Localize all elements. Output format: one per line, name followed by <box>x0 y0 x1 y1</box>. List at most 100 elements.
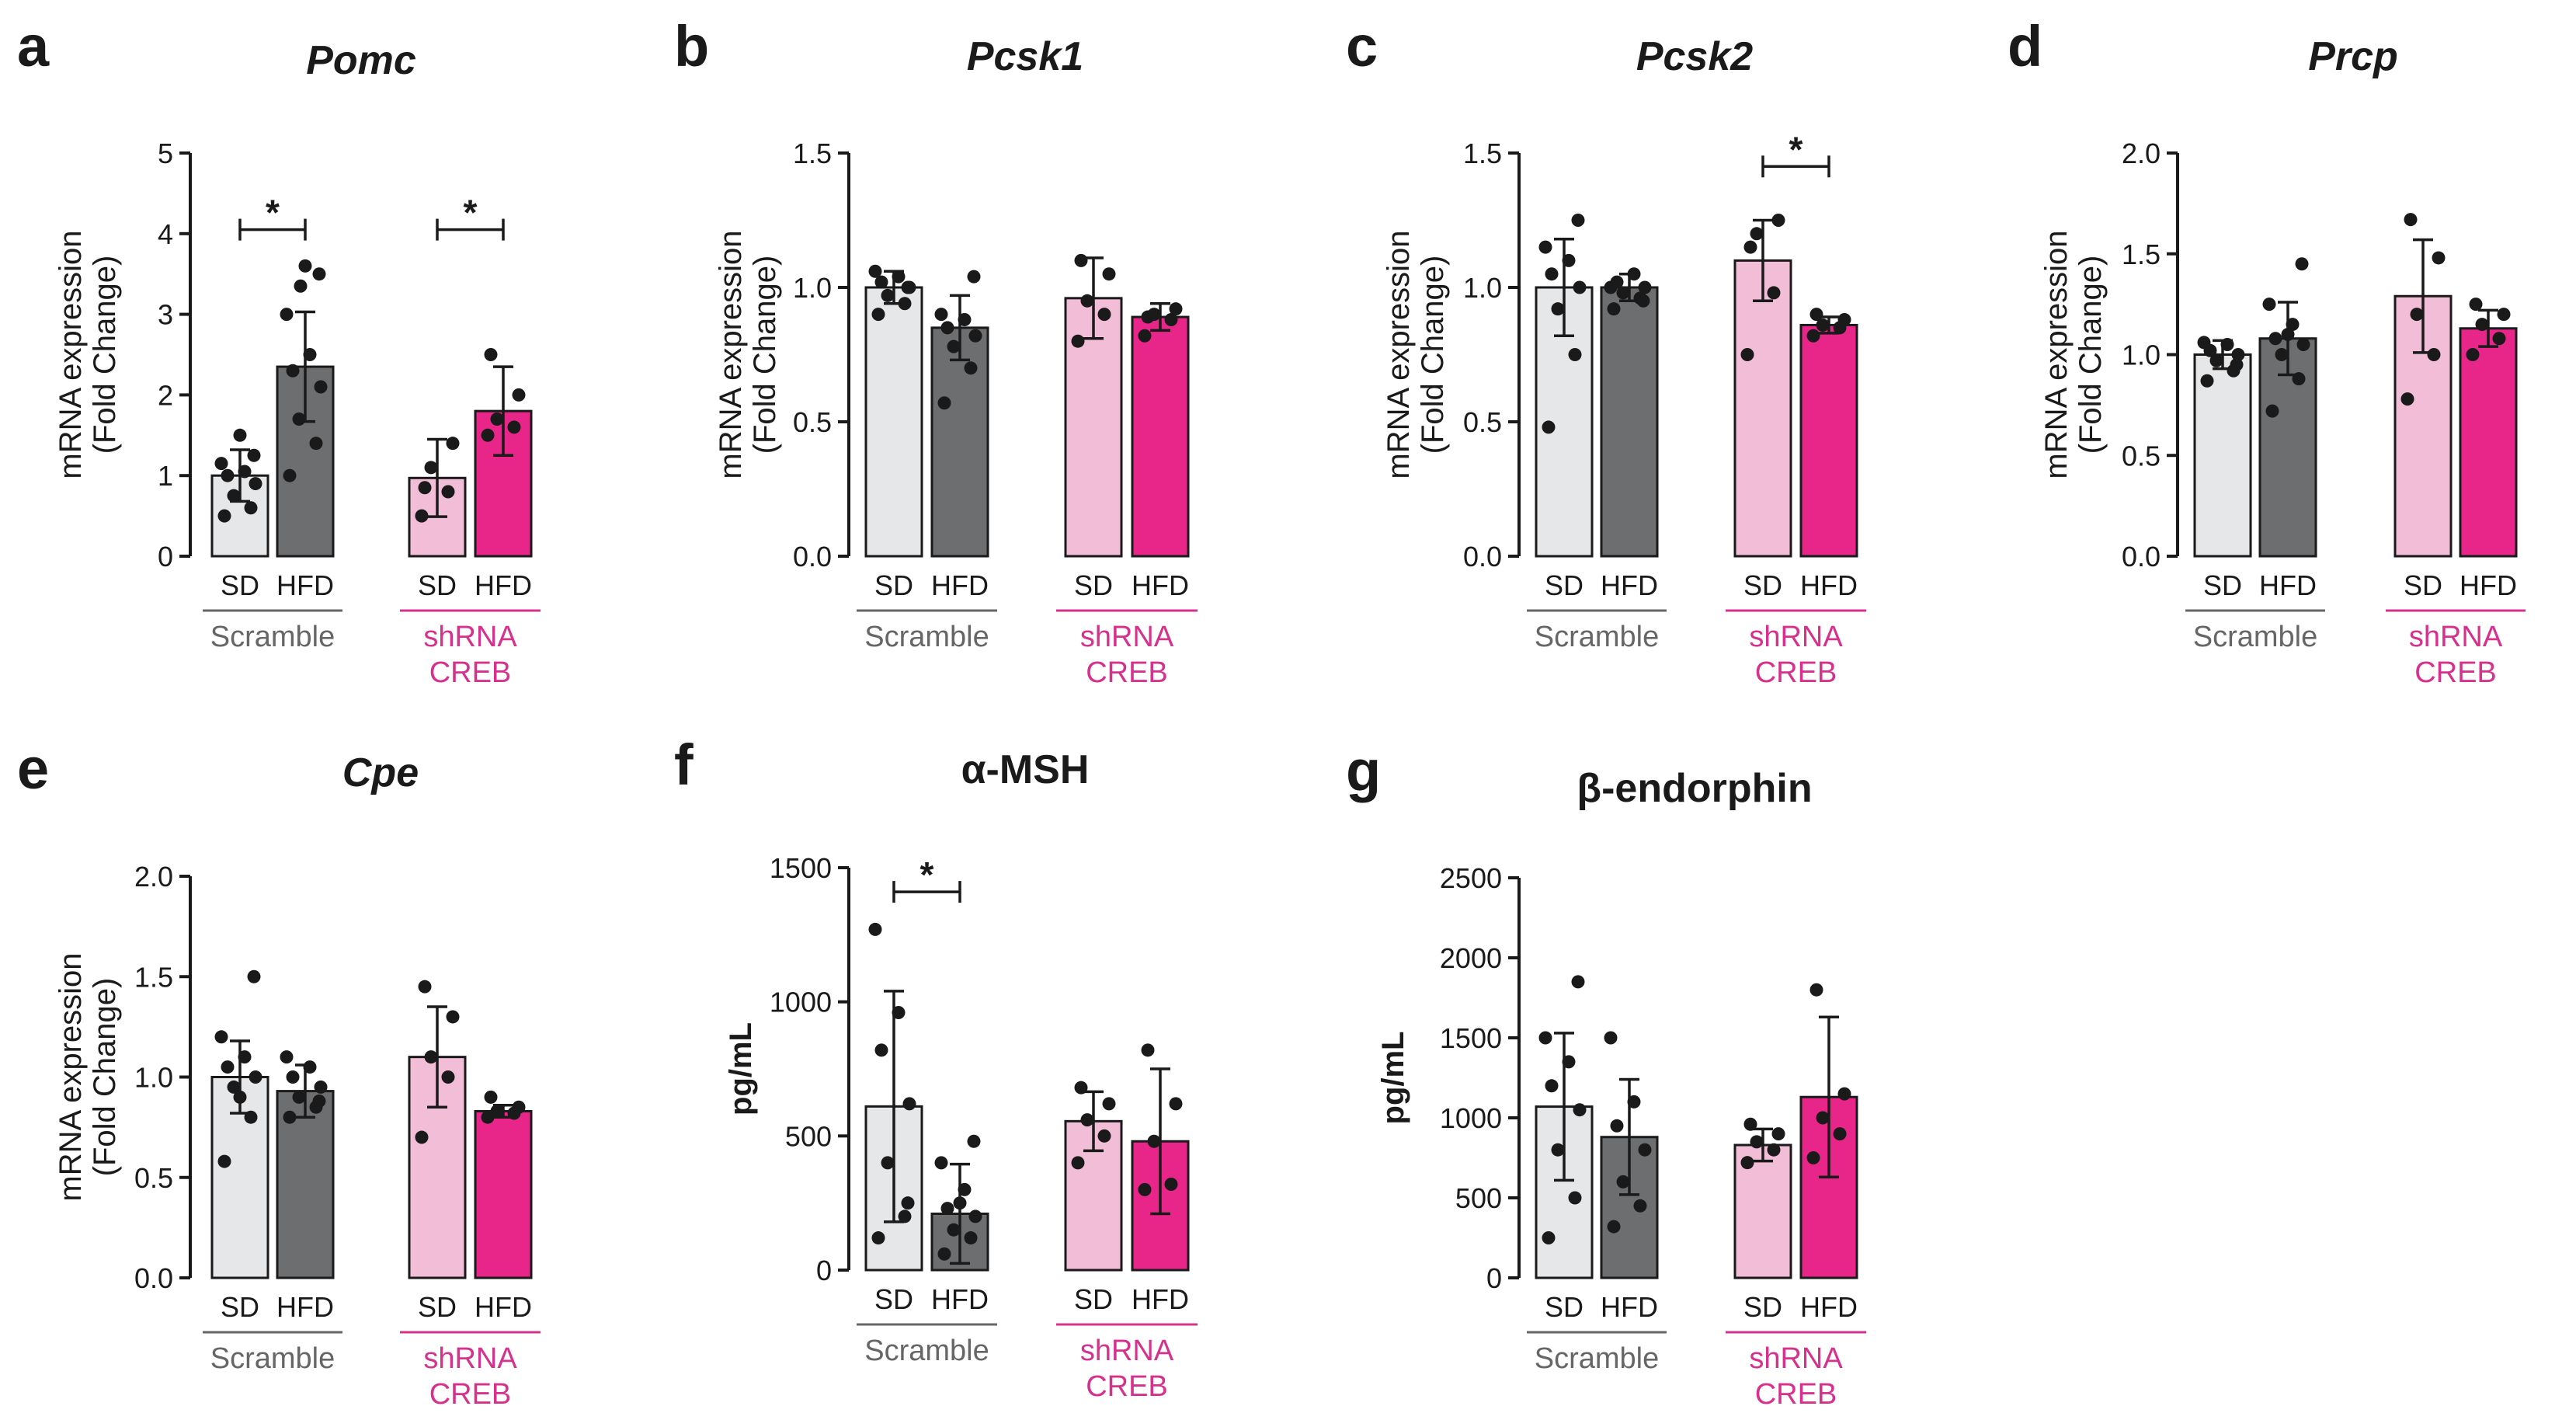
y-tick-label: 0.0 <box>793 541 832 573</box>
data-point <box>2230 357 2244 371</box>
data-point <box>2209 353 2223 367</box>
data-point <box>507 420 521 434</box>
data-point <box>1806 1151 1820 1164</box>
data-point <box>1164 1177 1178 1191</box>
data-point <box>303 348 317 361</box>
data-point <box>2492 332 2506 346</box>
group-label: shRNA CREB <box>423 1342 517 1411</box>
data-point <box>1071 334 1085 348</box>
data-point <box>446 437 460 451</box>
data-point <box>2275 348 2289 361</box>
data-point <box>1138 329 1152 343</box>
data-point <box>1071 1156 1085 1170</box>
data-point <box>2427 348 2441 361</box>
data-point <box>292 412 306 426</box>
data-point <box>2281 328 2295 342</box>
data-point <box>221 1060 235 1074</box>
group-label-line: shRNA <box>2409 621 2503 653</box>
data-point <box>481 428 495 442</box>
data-point <box>874 275 888 289</box>
y-tick-label: 0 <box>816 1255 832 1286</box>
panel-b: b Pcsk1 0.0 0.5 1.0 1.5 mRNA expression(Fold C… <box>674 14 1198 689</box>
data-point <box>303 1060 317 1074</box>
data-point <box>247 969 261 983</box>
y-tick-label: 1.0 <box>793 272 832 304</box>
y-axis-label-line: mRNA expression <box>54 952 88 1201</box>
data-point <box>934 308 948 322</box>
data-point <box>874 1043 888 1057</box>
data-point <box>964 361 978 375</box>
data-point <box>967 270 981 284</box>
data-point <box>1141 1043 1155 1057</box>
data-point <box>1169 302 1183 316</box>
data-point <box>1607 302 1621 316</box>
data-point <box>294 279 308 293</box>
category-label: SD <box>1074 1283 1113 1315</box>
category-label: HFD <box>1601 569 1658 601</box>
y-tick-label: 3 <box>158 299 173 331</box>
data-point <box>898 297 912 311</box>
y-tick-label: 1.5 <box>134 961 173 993</box>
data-point <box>940 1202 954 1216</box>
data-point <box>1809 983 1823 997</box>
data-point <box>1740 1156 1754 1170</box>
data-point <box>214 1030 228 1044</box>
data-point <box>1816 1111 1830 1125</box>
y-tick-label: 2 <box>158 379 173 411</box>
group-label: Scramble <box>2193 621 2318 653</box>
chart-title: Pcsk1 <box>967 34 1083 79</box>
y-axis-label-line: mRNA expression <box>54 230 88 479</box>
data-point <box>1627 1095 1641 1109</box>
data-point <box>1837 1087 1851 1101</box>
data-point <box>1636 294 1650 308</box>
category-label: HFD <box>276 569 334 601</box>
data-point <box>244 1110 258 1124</box>
group-label-line: CREB <box>1086 656 1168 689</box>
data-point <box>1074 253 1088 267</box>
panel-e: e Cpe 0.0 0.5 1.0 1.5 2.0 mRNA expression(Fold … <box>17 736 541 1411</box>
group-label: shRNA CREB <box>1080 1335 1174 1403</box>
y-tick-label: 0.5 <box>793 406 832 438</box>
category-label: HFD <box>475 569 532 601</box>
y-tick-label: 2.0 <box>134 861 173 893</box>
data-point <box>1750 1135 1764 1149</box>
data-point <box>1743 1117 1757 1131</box>
data-point <box>247 448 261 462</box>
data-point <box>415 509 429 523</box>
chart-title: β-endorphin <box>1577 766 1812 811</box>
group-label: shRNA CREB <box>1080 621 1174 689</box>
data-point <box>217 1154 231 1168</box>
y-axis-label-line: pg/mL <box>724 1022 758 1115</box>
data-point <box>1080 294 1094 308</box>
data-point <box>512 388 526 402</box>
data-point <box>881 288 895 302</box>
y-tick-label: 1500 <box>1440 1022 1502 1054</box>
data-point <box>964 1231 978 1245</box>
data-point <box>292 1090 306 1104</box>
category-label: HFD <box>1132 569 1189 601</box>
group-label: Scramble <box>1535 1342 1660 1375</box>
data-point <box>481 1110 495 1124</box>
data-point <box>2268 332 2282 346</box>
data-point <box>937 396 951 410</box>
panel-d: d Prcp 0.0 0.5 1.0 1.5 2.0 mRNA expression(Fold… <box>2008 14 2526 689</box>
category-label: HFD <box>931 569 989 601</box>
y-tick-label: 5 <box>158 137 173 169</box>
panel-f: f α-MSH 0 500 1000 1500 pg/mL SD HFD SD HFD Scrambl… <box>674 733 1198 1403</box>
data-point <box>484 1090 498 1104</box>
group-label-line: shRNA <box>423 621 517 653</box>
data-point <box>947 339 961 353</box>
data-point <box>283 468 297 482</box>
category-label: SD <box>418 1291 457 1323</box>
data-point <box>1097 1129 1111 1143</box>
data-point <box>446 1010 460 1024</box>
y-axis-label-line: (Fold Change) <box>748 256 782 454</box>
data-point <box>1627 267 1641 281</box>
data-point <box>280 1050 294 1064</box>
data-point <box>1740 348 1754 361</box>
data-point <box>221 468 235 482</box>
data-point <box>1616 1175 1630 1189</box>
y-tick-label: 1.5 <box>1463 137 1502 169</box>
bar <box>1733 259 1792 558</box>
